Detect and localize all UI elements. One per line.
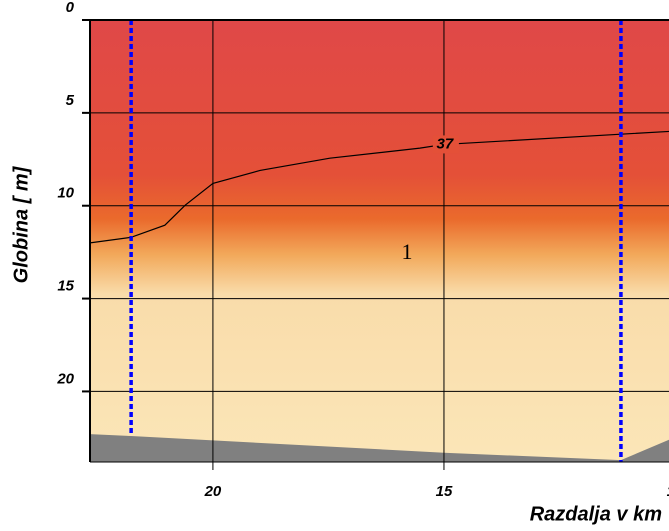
contour-line — [90, 130, 669, 244]
plot-area: 37 1 — [90, 20, 669, 462]
y-tick-label: 10 — [57, 185, 74, 202]
x-axis-title: Razdalja v km — [530, 503, 662, 525]
contour-label: 37 — [437, 135, 454, 152]
y-tick-label: 15 — [57, 278, 74, 295]
field-background — [90, 20, 669, 462]
x-tick-label: 10 — [667, 483, 669, 500]
bathymetry — [90, 434, 669, 462]
axes: 0 5 10 15 20 20 15 10 — [56, 0, 669, 500]
x-tick-label: 15 — [436, 483, 453, 500]
y-tick-label: 0 — [66, 0, 75, 16]
y-tick-label: 5 — [66, 92, 75, 109]
y-tick-label: 20 — [56, 370, 74, 387]
y-axis-title: Globina [ m] — [10, 165, 32, 283]
contour-label-bg — [432, 135, 459, 154]
x-tick-label: 20 — [204, 483, 222, 500]
annotation: 1 — [401, 239, 412, 264]
